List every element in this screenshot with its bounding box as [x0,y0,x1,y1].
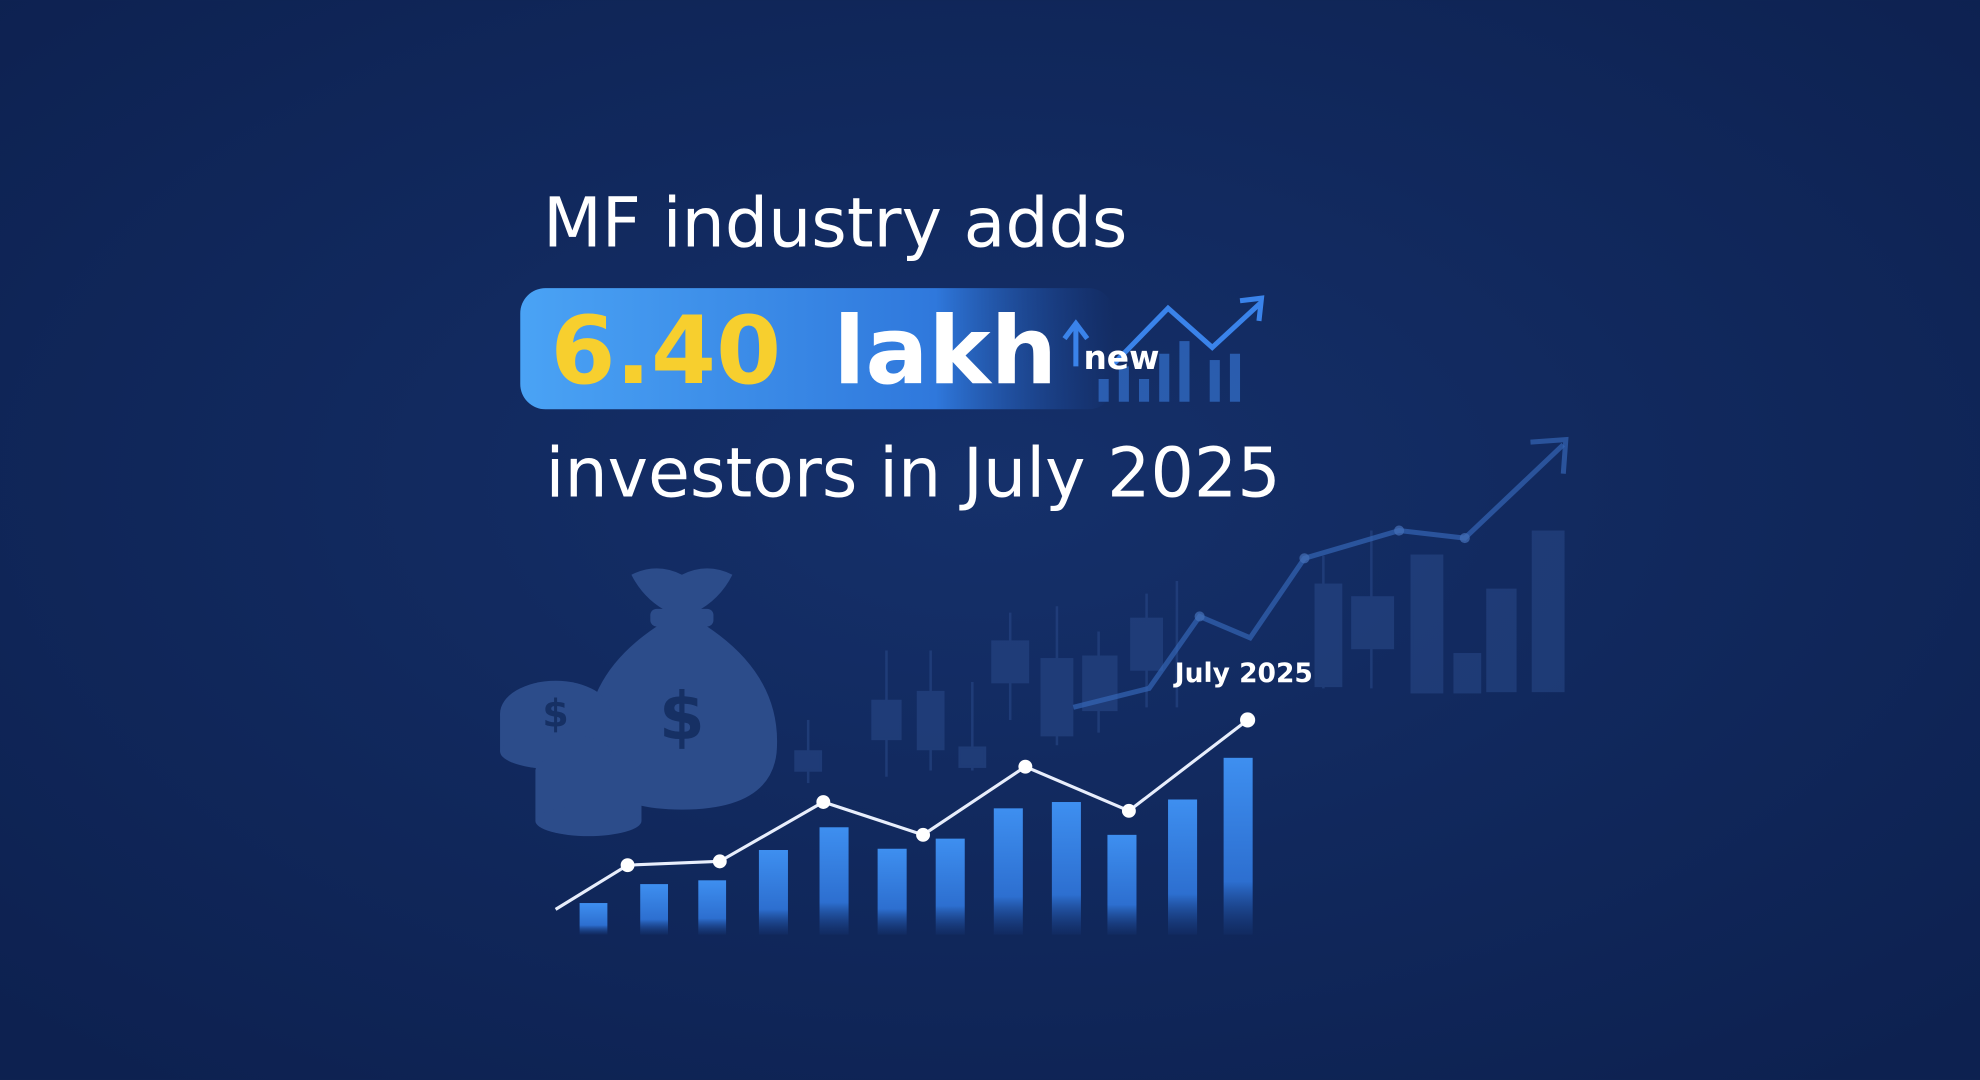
trend-line [554,718,1249,911]
up-arrow-head [1062,319,1090,341]
headline-line3: investors in July 2025 [546,434,1281,513]
headline-unit: lakh [833,297,1057,406]
pill-mini-chart [1098,341,1241,402]
money-icon [500,568,778,837]
trend-points [620,712,1256,873]
coin-dollar: $ [542,691,568,735]
headline-number: 6.40 [551,297,782,406]
background-arrow [1530,436,1569,474]
dollar-sign: $ [659,679,705,755]
background-chart [794,530,1565,784]
highlight-pill [520,288,1114,410]
foreground-bars [579,757,1253,935]
pill-trend [1109,301,1262,369]
background-dots [1194,525,1470,622]
background-trend [1072,442,1566,710]
headline-line1: MF industry adds [543,184,1127,263]
headline-tag: new [1083,339,1159,377]
point-label: July 2025 [1173,658,1313,689]
pill-arrow [1239,295,1265,322]
